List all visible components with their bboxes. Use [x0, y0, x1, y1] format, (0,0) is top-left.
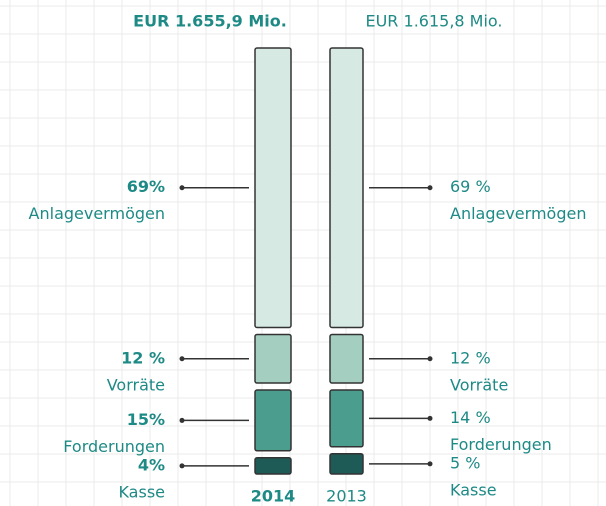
leader-dot — [179, 463, 185, 469]
value-label: 15% — [127, 410, 165, 429]
leader-dot — [427, 185, 433, 191]
leader-dot — [427, 461, 433, 467]
value-label: 12 % — [121, 348, 165, 367]
series-label: Kasse — [450, 480, 497, 499]
series-label: Forderungen — [63, 437, 165, 456]
total-label: EUR 1.655,9 Mio. — [133, 12, 287, 31]
category-label: 2014 — [251, 487, 296, 506]
series-label: Kasse — [118, 482, 165, 501]
series-label: Anlagevermögen — [29, 204, 165, 223]
series-label: Anlagevermögen — [450, 204, 586, 223]
bar-segment — [254, 389, 292, 452]
leader-dot — [427, 356, 433, 362]
value-label: 12 % — [450, 348, 491, 367]
bar-segment — [329, 453, 364, 475]
bar-segment — [254, 457, 292, 475]
value-label: 69% — [127, 177, 165, 196]
bar-segment — [254, 333, 292, 384]
leader-dot — [179, 417, 185, 423]
value-label: 5 % — [450, 453, 480, 472]
series-label: Vorräte — [107, 375, 165, 394]
bar-segment — [254, 47, 292, 329]
total-label: EUR 1.615,8 Mio. — [365, 12, 502, 31]
value-label: 69 % — [450, 177, 491, 196]
series-label: Vorräte — [450, 375, 508, 394]
bar-segment — [329, 389, 364, 448]
leader-dot — [179, 185, 185, 191]
series-label: Forderungen — [450, 435, 552, 454]
value-label: 14 % — [450, 408, 491, 427]
bar-segment — [329, 333, 364, 384]
value-label: 4% — [138, 455, 165, 474]
category-label: 2013 — [326, 487, 367, 506]
bar-segment — [329, 47, 364, 329]
leader-dot — [179, 356, 185, 362]
leader-dot — [427, 415, 433, 421]
